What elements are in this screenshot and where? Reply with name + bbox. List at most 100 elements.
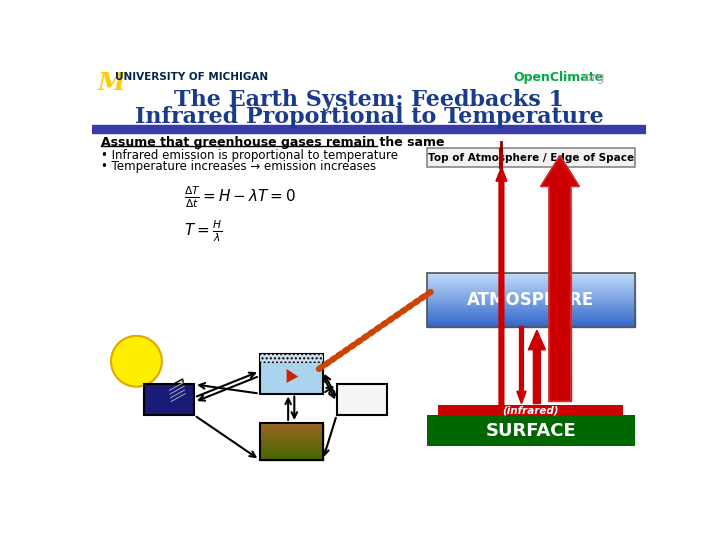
Polygon shape bbox=[549, 274, 571, 279]
Bar bbox=[260, 431, 323, 434]
Bar bbox=[260, 429, 323, 430]
Bar bbox=[427, 303, 634, 306]
Polygon shape bbox=[549, 318, 571, 323]
Bar bbox=[427, 321, 634, 323]
Polygon shape bbox=[287, 369, 298, 383]
Bar bbox=[427, 309, 634, 311]
Polygon shape bbox=[549, 367, 571, 372]
Polygon shape bbox=[549, 392, 571, 396]
Polygon shape bbox=[549, 200, 571, 205]
Bar bbox=[92, 125, 647, 132]
Bar bbox=[427, 282, 634, 284]
Polygon shape bbox=[549, 382, 571, 387]
Polygon shape bbox=[549, 328, 571, 333]
Bar bbox=[260, 442, 323, 444]
Bar bbox=[260, 354, 323, 363]
Bar bbox=[438, 405, 623, 415]
Text: The Earth System: Feedbacks 1: The Earth System: Feedbacks 1 bbox=[174, 90, 564, 111]
Polygon shape bbox=[549, 288, 571, 293]
Bar bbox=[427, 306, 634, 308]
Bar bbox=[260, 423, 323, 425]
Polygon shape bbox=[541, 185, 578, 186]
Bar bbox=[427, 312, 634, 314]
Bar bbox=[260, 449, 323, 451]
Bar bbox=[427, 284, 634, 285]
Polygon shape bbox=[549, 195, 571, 200]
Bar bbox=[427, 294, 634, 296]
Text: .org: .org bbox=[581, 71, 606, 84]
Polygon shape bbox=[541, 180, 578, 185]
Bar bbox=[427, 317, 634, 319]
Polygon shape bbox=[549, 239, 571, 244]
Bar bbox=[427, 319, 634, 320]
Polygon shape bbox=[549, 205, 571, 210]
Polygon shape bbox=[549, 387, 571, 392]
Bar bbox=[427, 313, 634, 315]
Bar bbox=[427, 273, 634, 327]
Bar bbox=[427, 273, 634, 274]
Polygon shape bbox=[549, 244, 571, 249]
Polygon shape bbox=[496, 167, 507, 405]
Text: OpenClimate: OpenClimate bbox=[514, 71, 604, 84]
Bar bbox=[260, 436, 323, 438]
Bar bbox=[337, 384, 387, 415]
Polygon shape bbox=[549, 214, 571, 220]
Bar bbox=[427, 274, 634, 276]
Bar bbox=[260, 447, 323, 448]
Bar bbox=[427, 305, 634, 307]
Bar bbox=[260, 457, 323, 458]
Bar bbox=[260, 458, 323, 460]
Bar bbox=[427, 275, 634, 277]
Polygon shape bbox=[517, 327, 526, 403]
Bar bbox=[427, 276, 634, 279]
Bar bbox=[427, 300, 634, 301]
Text: Assume that greenhouse gases remain the same: Assume that greenhouse gases remain the … bbox=[101, 136, 444, 148]
Bar bbox=[427, 285, 634, 287]
Bar bbox=[427, 322, 634, 325]
Polygon shape bbox=[549, 352, 571, 357]
Bar bbox=[427, 290, 634, 292]
Polygon shape bbox=[549, 303, 571, 308]
Bar bbox=[427, 278, 634, 280]
Text: UNIVERSITY OF MICHIGAN: UNIVERSITY OF MICHIGAN bbox=[115, 72, 268, 83]
Polygon shape bbox=[548, 171, 572, 176]
Bar bbox=[260, 435, 323, 436]
Polygon shape bbox=[549, 220, 571, 225]
Bar bbox=[427, 320, 634, 322]
Bar bbox=[260, 454, 323, 456]
Polygon shape bbox=[549, 342, 571, 347]
Bar bbox=[427, 281, 634, 282]
Text: • Infrared emission is proportional to temperature: • Infrared emission is proportional to t… bbox=[101, 150, 398, 163]
Bar bbox=[260, 443, 323, 446]
Text: (infrared): (infrared) bbox=[503, 405, 559, 415]
Bar bbox=[260, 439, 323, 441]
Text: M: M bbox=[98, 71, 125, 95]
Bar bbox=[260, 445, 323, 447]
Polygon shape bbox=[549, 264, 571, 268]
Polygon shape bbox=[528, 330, 545, 403]
Polygon shape bbox=[549, 313, 571, 318]
Bar bbox=[427, 415, 634, 446]
Polygon shape bbox=[549, 372, 571, 377]
Polygon shape bbox=[549, 190, 571, 195]
Polygon shape bbox=[549, 293, 571, 298]
Polygon shape bbox=[551, 165, 570, 171]
Polygon shape bbox=[549, 268, 571, 274]
Bar bbox=[427, 298, 634, 300]
Bar bbox=[427, 279, 634, 281]
Bar bbox=[427, 314, 634, 316]
Bar bbox=[427, 297, 634, 299]
Bar bbox=[427, 324, 634, 326]
Polygon shape bbox=[557, 156, 563, 160]
Polygon shape bbox=[549, 259, 571, 264]
Polygon shape bbox=[554, 160, 566, 165]
Text: Top of Atmosphere / Edge of Space: Top of Atmosphere / Edge of Space bbox=[428, 153, 634, 163]
Polygon shape bbox=[168, 379, 186, 405]
Bar bbox=[144, 384, 194, 415]
Bar bbox=[427, 295, 634, 298]
Bar bbox=[427, 289, 634, 291]
Polygon shape bbox=[549, 279, 571, 284]
Polygon shape bbox=[549, 284, 571, 288]
Bar bbox=[260, 437, 323, 440]
Bar bbox=[427, 301, 634, 303]
